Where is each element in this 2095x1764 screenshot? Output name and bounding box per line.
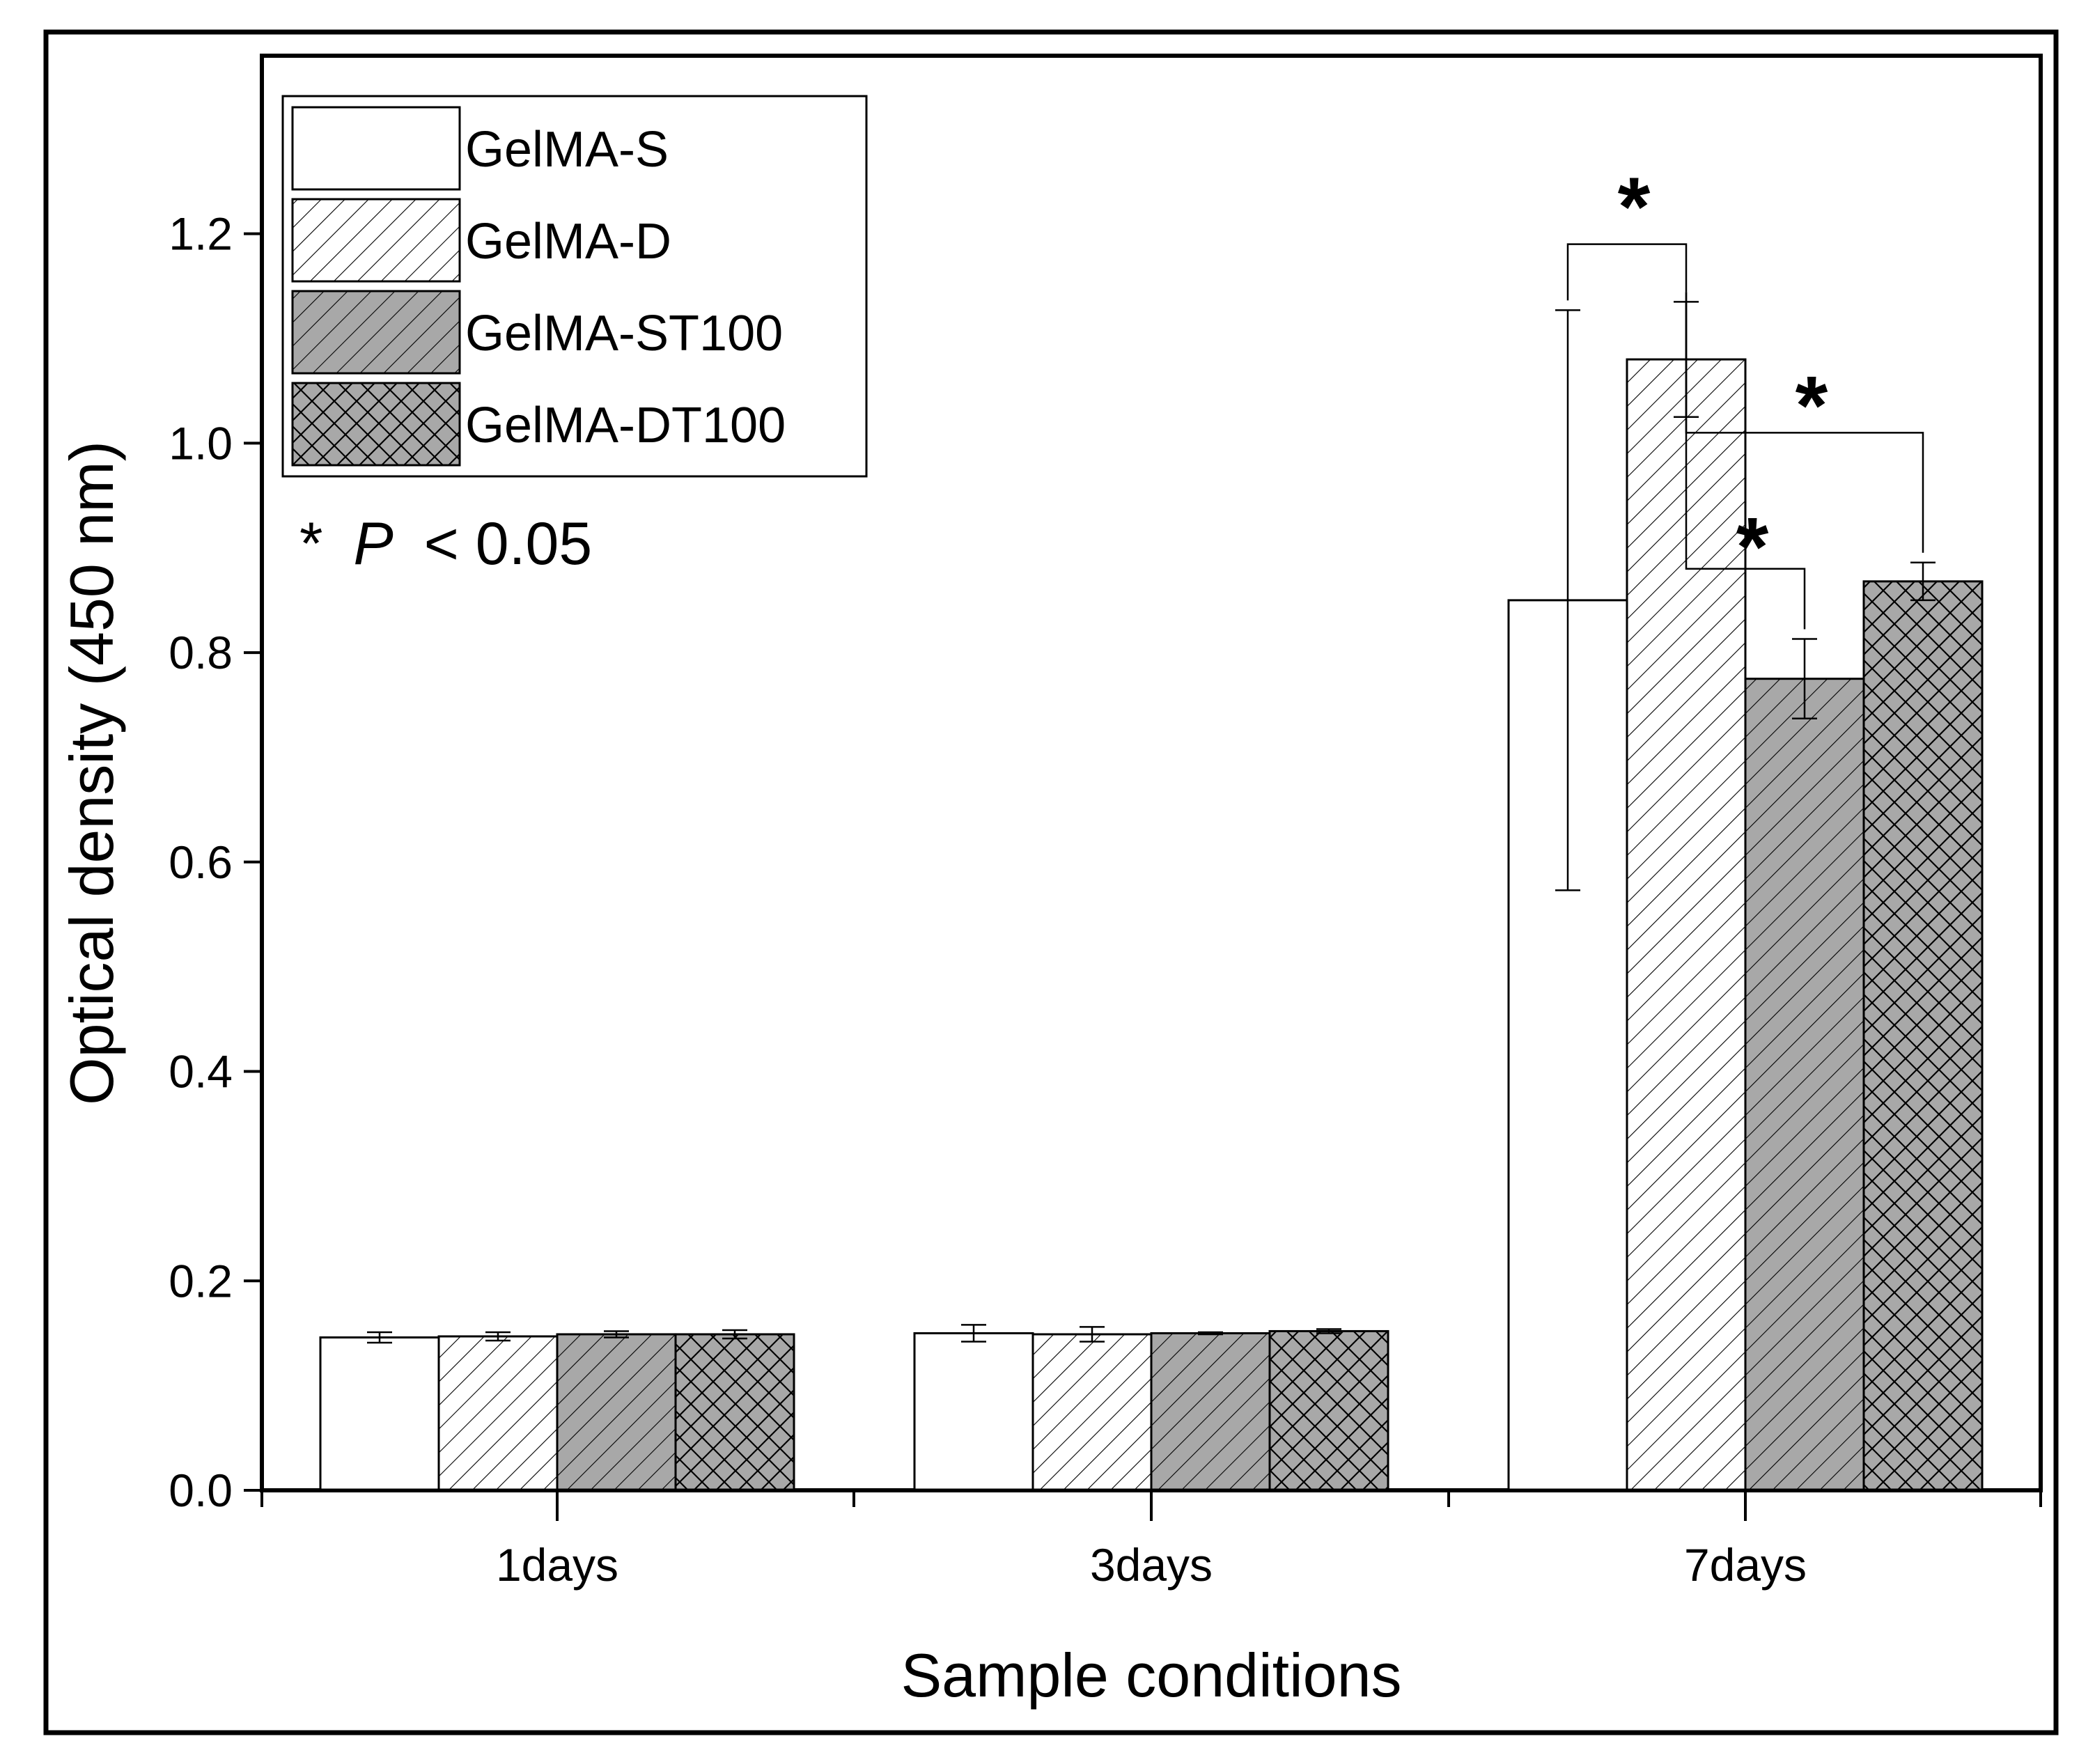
y-tick-label-0.2: 0.2 [169, 1255, 233, 1306]
figure-frame [43, 29, 2059, 1735]
y-tick-label-0.6: 0.6 [169, 836, 233, 888]
legend: GelMA-S GelMA-D GelMA-ST100 GelMA-DT100 [281, 95, 868, 478]
bar-7days-gelma-st100 [1744, 678, 1865, 1492]
x-tick-label-7days: 7days [1684, 1539, 1807, 1591]
bar-1days-gelma-dt100 [674, 1333, 795, 1492]
legend-swatch-gelma-st100 [291, 290, 461, 375]
significance-star-0: * [1618, 160, 1651, 253]
legend-swatch-gelma-dt100 [291, 382, 461, 467]
x-tick-label-1days: 1days [496, 1539, 618, 1591]
bar-3days-gelma-dt100 [1268, 1329, 1389, 1492]
legend-swatch-gelma-s [291, 106, 461, 191]
y-tick-label-1.2: 1.2 [169, 208, 233, 260]
bar-1days-gelma-d [437, 1335, 559, 1492]
p-value-symbol: P [353, 510, 393, 577]
bar-1days-gelma-s [319, 1336, 440, 1492]
y-tick-label-1.0: 1.0 [169, 417, 233, 469]
x-tick-label-3days: 3days [1090, 1539, 1213, 1591]
significance-annotations: * * * [1566, 160, 1924, 630]
significance-star-2: * [1736, 501, 1769, 594]
legend-label-gelma-st100: GelMA-ST100 [465, 306, 783, 361]
legend-label-gelma-d: GelMA-D [465, 214, 671, 270]
bars-layer [319, 358, 1984, 1492]
legend-label-gelma-s: GelMA-S [465, 122, 669, 178]
significance-bracket-0 [1566, 243, 1688, 301]
p-value-note: * P < 0.05 [299, 510, 592, 577]
bar-3days-gelma-s [913, 1332, 1034, 1492]
axes-layer: 0.0 0.2 0.4 0.6 0.8 1.0 1.2 1days 3days 7days [169, 208, 2042, 1591]
significance-star-1: * [1796, 359, 1828, 453]
x-axis-title: Sample conditions [901, 1641, 1401, 1710]
significance-bracket-2 [1685, 292, 1806, 630]
y-tick-label-0.4: 0.4 [169, 1046, 233, 1098]
bar-3days-gelma-d [1031, 1333, 1153, 1492]
y-tick-label-0.0: 0.0 [169, 1465, 233, 1516]
legend-label-gelma-dt100: GelMA-DT100 [465, 398, 786, 453]
p-value-star: * [299, 510, 322, 577]
bar-7days-gelma-dt100 [1862, 580, 1984, 1492]
bar-1days-gelma-st100 [556, 1333, 677, 1492]
legend-swatch-gelma-d [291, 198, 461, 283]
legend-items: GelMA-S GelMA-D GelMA-ST100 GelMA-DT100 [291, 106, 786, 467]
y-tick-label-0.8: 0.8 [169, 627, 233, 678]
y-axis-title: Optical density (450 nm) [57, 441, 126, 1105]
p-value-threshold: < 0.05 [424, 510, 593, 577]
bar-3days-gelma-st100 [1150, 1332, 1271, 1492]
